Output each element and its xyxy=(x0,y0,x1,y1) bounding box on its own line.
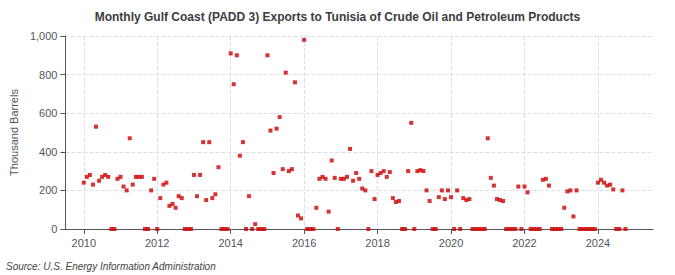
svg-text:0: 0 xyxy=(51,223,57,235)
svg-text:600: 600 xyxy=(39,107,57,119)
svg-text:1,000: 1,000 xyxy=(30,30,58,42)
svg-text:2022: 2022 xyxy=(512,237,536,249)
svg-text:200: 200 xyxy=(39,184,57,196)
svg-text:Thousand Barrels: Thousand Barrels xyxy=(8,89,20,176)
svg-text:Monthly Gulf Coast (PADD 3) Ex: Monthly Gulf Coast (PADD 3) Exports to T… xyxy=(95,10,581,24)
svg-text:2010: 2010 xyxy=(72,237,96,249)
svg-text:800: 800 xyxy=(39,69,57,81)
svg-text:2012: 2012 xyxy=(145,237,169,249)
svg-text:2018: 2018 xyxy=(365,237,389,249)
svg-text:2020: 2020 xyxy=(439,237,463,249)
svg-text:2024: 2024 xyxy=(586,237,610,249)
svg-text:Source: U.S. Energy Informatio: Source: U.S. Energy Information Administ… xyxy=(6,261,216,272)
svg-text:2016: 2016 xyxy=(292,237,316,249)
svg-text:2014: 2014 xyxy=(218,237,242,249)
svg-text:400: 400 xyxy=(39,146,57,158)
